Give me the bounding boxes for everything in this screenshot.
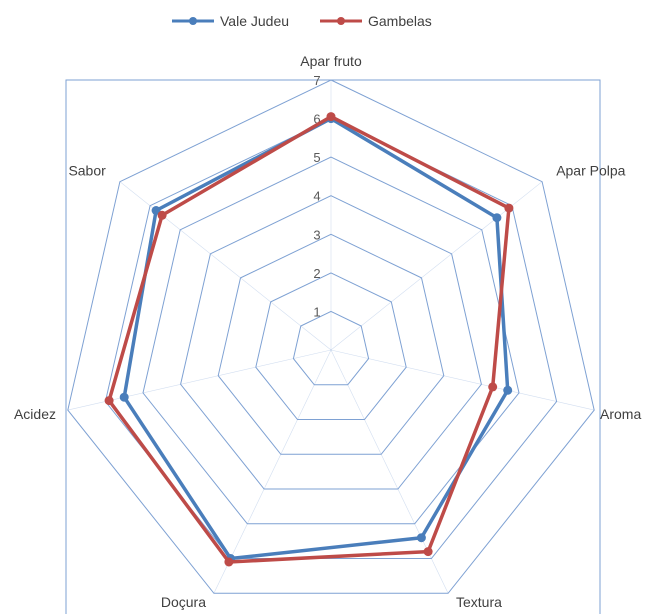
tick-label-7: 7 — [313, 73, 320, 88]
point-gambelas-textura[interactable] — [423, 547, 433, 557]
series-line-gambelas — [107, 114, 511, 564]
series-line-vale-judeu — [122, 116, 510, 561]
tick-label-1: 1 — [313, 304, 320, 319]
point-gambelas-sabor[interactable] — [157, 210, 167, 220]
legend-item-gambelas[interactable]: Gambelas — [320, 13, 432, 29]
point-gambelas-docura[interactable] — [224, 557, 234, 567]
point-gambelas-apar-fruto[interactable] — [326, 112, 336, 122]
grid-ring-1 — [292, 310, 370, 386]
point-vale-judeu-acidez[interactable] — [119, 392, 129, 402]
grid-ring-6 — [104, 118, 558, 559]
grid-ring-5 — [142, 156, 520, 525]
category-labels: Apar fruto Apar Polpa Aroma Textura Doçura Ac… — [14, 53, 641, 610]
category-label-acidez: Acidez — [14, 406, 56, 422]
legend-item-vale-judeu[interactable]: Vale Judeu — [172, 13, 289, 29]
category-label-textura: Textura — [456, 594, 502, 610]
series-layer — [104, 112, 514, 567]
legend-label-vale-judeu: Vale Judeu — [220, 13, 289, 29]
tick-label-6: 6 — [313, 112, 320, 127]
point-gambelas-acidez[interactable] — [104, 396, 114, 406]
grid-ring-2 — [255, 272, 407, 420]
tick-label-5: 5 — [313, 150, 320, 165]
plot-area-border — [65, 79, 601, 614]
spoke-aroma — [330, 349, 595, 411]
point-vale-judeu-aroma[interactable] — [503, 385, 513, 395]
tick-label-4: 4 — [313, 189, 320, 204]
radial-tick-labels: 1 2 3 4 5 6 7 — [313, 73, 320, 319]
spoke-docura — [213, 349, 332, 594]
tick-label-3: 3 — [313, 227, 320, 242]
grid-ring-3 — [217, 233, 445, 455]
legend: Vale Judeu Gambelas — [172, 13, 432, 29]
category-label-apar-polpa: Apar Polpa — [556, 162, 625, 178]
radar-grid — [67, 79, 595, 594]
legend-marker-vale-judeu — [189, 17, 197, 25]
category-label-docura: Doçura — [161, 594, 206, 610]
point-vale-judeu-textura[interactable] — [416, 533, 426, 543]
point-vale-judeu-apar-polpa[interactable] — [492, 213, 502, 223]
grid-ring-4 — [180, 195, 482, 490]
legend-label-gambelas: Gambelas — [368, 13, 432, 29]
tick-label-2: 2 — [313, 266, 320, 281]
category-label-aroma: Aroma — [600, 406, 641, 422]
point-gambelas-apar-polpa[interactable] — [504, 203, 514, 213]
category-label-apar-fruto: Apar fruto — [300, 53, 362, 69]
point-vale-judeu-sabor[interactable] — [151, 206, 161, 215]
point-gambelas-aroma[interactable] — [488, 382, 498, 392]
legend-marker-gambelas — [337, 17, 345, 25]
grid-ring-7 — [67, 79, 595, 594]
category-label-sabor: Sabor — [68, 162, 106, 178]
